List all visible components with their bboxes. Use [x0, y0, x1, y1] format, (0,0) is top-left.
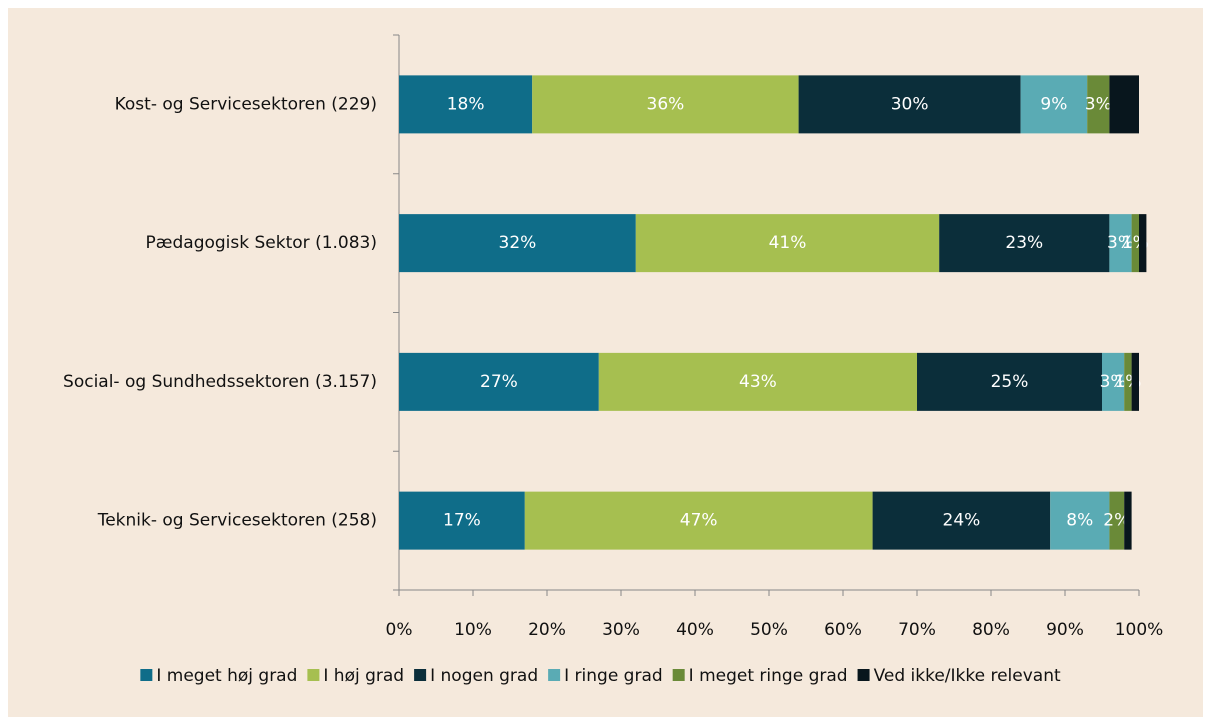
bar-segment	[1124, 352, 1132, 411]
value-label: 30%	[891, 94, 929, 114]
bar-segment	[524, 491, 873, 550]
bar-segment	[1102, 352, 1125, 411]
bar-segment	[1131, 214, 1139, 273]
bar-segment	[399, 214, 636, 273]
value-label: 25%	[991, 372, 1029, 392]
legend-label: I meget ringe grad	[689, 666, 848, 686]
bar-segment	[1131, 352, 1139, 411]
legend-swatch	[672, 669, 685, 681]
x-tick-label: 60%	[824, 620, 862, 640]
x-tick-label: 0%	[386, 620, 413, 640]
legend-swatch	[857, 669, 870, 681]
value-label: 43%	[739, 372, 777, 392]
value-label: 41%	[769, 233, 807, 253]
bar-segment	[872, 491, 1051, 550]
x-tick-label: 80%	[972, 620, 1010, 640]
bar-segment	[399, 75, 533, 134]
value-label: 3%	[1085, 94, 1112, 114]
value-label: 2%	[1103, 511, 1130, 531]
category-label: Kost- og Servicesektoren (229)	[115, 94, 377, 114]
category-label: Teknik- og Servicesektoren (258)	[97, 511, 377, 531]
legend-label: Ved ikke/Ikke relevant	[874, 666, 1061, 686]
bar-segment	[1020, 75, 1088, 134]
value-label: 24%	[943, 511, 981, 531]
bar-segment	[635, 214, 940, 273]
x-tick-label: 40%	[676, 620, 714, 640]
bar-segment	[1139, 214, 1147, 273]
value-label: 36%	[647, 94, 685, 114]
bar-segment	[917, 352, 1102, 411]
legend-swatch	[140, 669, 153, 681]
x-tick-label: 90%	[1046, 620, 1084, 640]
bar-segment	[939, 214, 1110, 273]
x-tick-label: 20%	[528, 620, 566, 640]
bar-segment	[1109, 214, 1132, 273]
legend-label: I ringe grad	[564, 666, 663, 686]
x-tick-label: 70%	[898, 620, 936, 640]
value-label: 17%	[443, 511, 481, 531]
value-label: 23%	[1005, 233, 1043, 253]
value-label: 27%	[480, 372, 518, 392]
bar-segment	[1109, 491, 1125, 550]
bar-segment	[598, 352, 917, 411]
value-label: 47%	[680, 511, 718, 531]
value-label: 18%	[447, 94, 485, 114]
value-label: 32%	[499, 233, 537, 253]
bar-segment	[1050, 491, 1110, 550]
value-label: 3%	[1107, 233, 1134, 253]
legend-swatch	[414, 669, 427, 681]
x-tick-label: 100%	[1115, 620, 1164, 640]
legend-label: I nogen grad	[430, 666, 538, 686]
value-label: 3%	[1100, 372, 1127, 392]
category-label: Pædagogisk Sektor (1.083)	[146, 233, 377, 253]
bar-segment	[1087, 75, 1110, 134]
x-tick-label: 30%	[602, 620, 640, 640]
legend-swatch	[307, 669, 320, 681]
bar-segment	[1109, 75, 1139, 134]
bar-segment	[1124, 491, 1132, 550]
legend-swatch	[548, 669, 561, 681]
legend-label: I meget høj grad	[156, 666, 297, 686]
bar-segment	[798, 75, 1021, 134]
bar-segment	[399, 491, 525, 550]
bar-segment	[399, 352, 599, 411]
value-label: 9%	[1040, 94, 1067, 114]
x-tick-label: 50%	[750, 620, 788, 640]
bar-segment	[532, 75, 799, 134]
category-label: Social- og Sundhedssektoren (3.157)	[63, 372, 377, 392]
legend-label: I høj grad	[323, 666, 404, 686]
x-tick-label: 10%	[454, 620, 492, 640]
value-label: 8%	[1066, 511, 1093, 531]
